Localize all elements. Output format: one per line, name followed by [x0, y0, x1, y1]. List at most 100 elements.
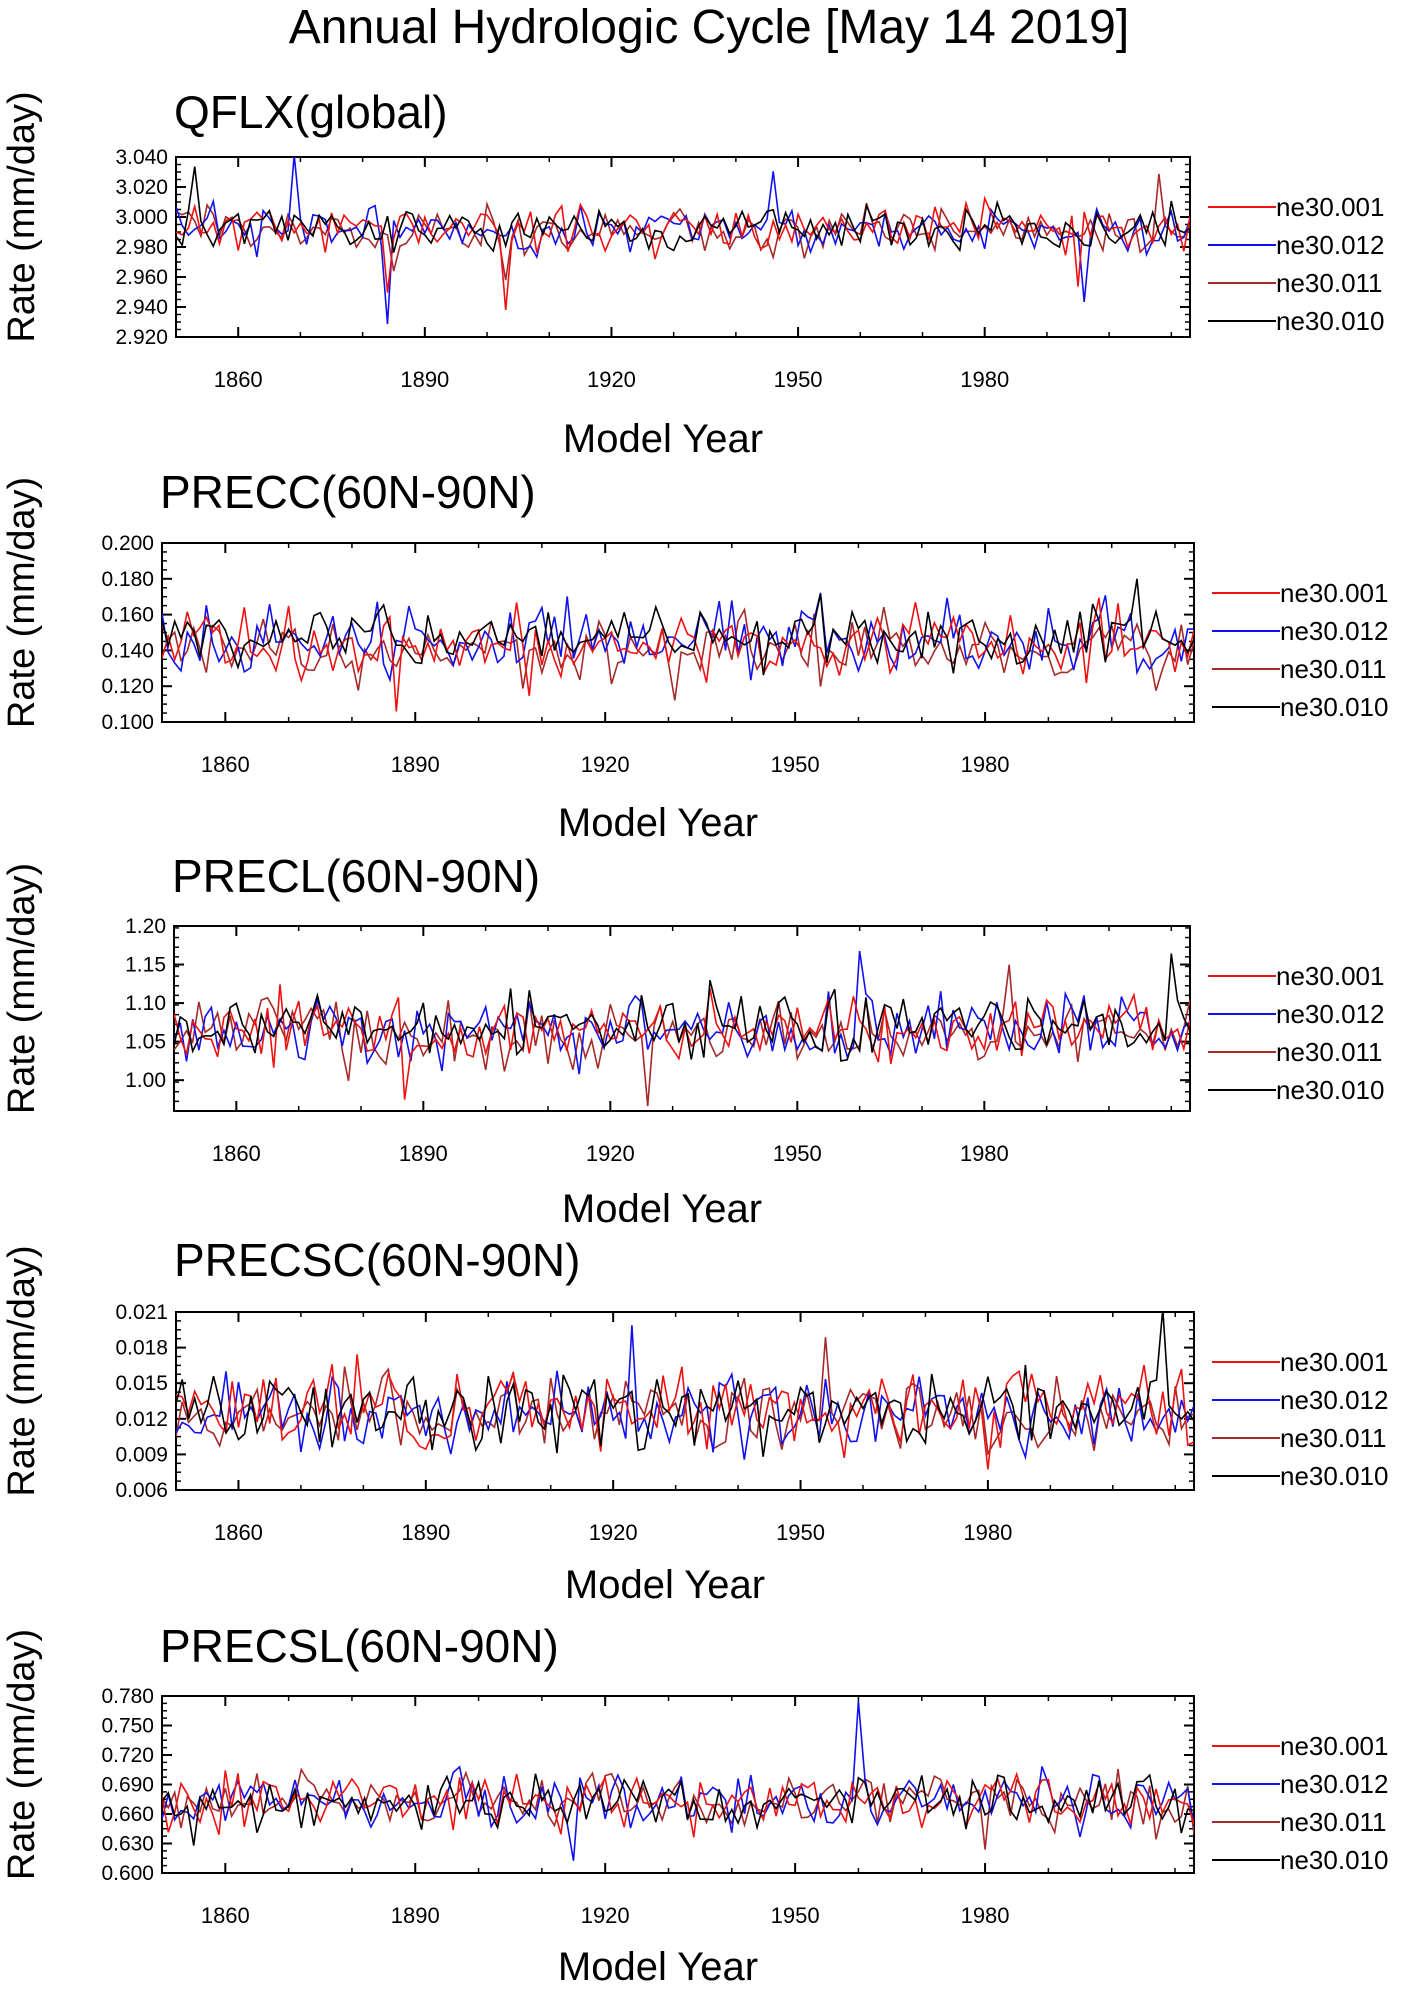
y-tick-label: 0.100 [101, 711, 154, 734]
x-tick-label: 1920 [587, 367, 636, 392]
y-tick-label: 0.780 [101, 1685, 154, 1708]
x-tick-label: 1920 [581, 1903, 630, 1928]
y-axis-label: Rate (mm/day) [1, 477, 43, 728]
y-tick-label: 0.630 [101, 1833, 154, 1856]
legend-label: ne30.012 [1280, 1769, 1388, 1799]
legend-label: ne30.010 [1280, 1845, 1388, 1875]
y-tick-label: 1.00 [125, 1069, 166, 1092]
y-axis-label: Rate (mm/day) [1, 91, 43, 342]
y-tick-label: 2.940 [115, 296, 168, 319]
y-tick-label: 0.750 [101, 1715, 154, 1738]
legend-label: ne30.001 [1276, 192, 1384, 222]
x-tick-label: 1950 [771, 1903, 820, 1928]
series-line-ne30-011 [162, 606, 1194, 701]
x-tick-label: 1860 [201, 1903, 250, 1928]
legend-label: ne30.011 [1276, 268, 1383, 298]
legend-label: ne30.001 [1276, 961, 1384, 991]
series-line-ne30-001 [162, 1770, 1194, 1838]
series-line-ne30-011 [176, 1337, 1194, 1456]
x-tick-label: 1890 [400, 367, 449, 392]
legend-label: ne30.012 [1280, 1385, 1388, 1415]
legend-label: ne30.011 [1280, 654, 1387, 684]
y-tick-label: 1.10 [125, 992, 166, 1015]
x-tick-label: 1890 [399, 1141, 448, 1166]
y-tick-label: 3.020 [115, 176, 168, 199]
legend-label: ne30.011 [1280, 1807, 1387, 1837]
series-line-ne30-012 [162, 1701, 1194, 1861]
legend-label: ne30.010 [1280, 1461, 1388, 1491]
y-tick-label: 1.20 [125, 915, 166, 938]
y-tick-label: 0.006 [115, 1479, 168, 1502]
series-line-ne30-010 [162, 578, 1194, 676]
x-axis-label: Model Year [558, 801, 758, 845]
x-tick-label: 1860 [212, 1141, 261, 1166]
y-tick-label: 0.021 [115, 1301, 168, 1324]
x-tick-label: 1860 [201, 752, 250, 777]
y-tick-label: 0.600 [101, 1862, 154, 1885]
legend-label: ne30.001 [1280, 578, 1388, 608]
legend-label: ne30.010 [1276, 1075, 1384, 1105]
series-line-ne30-010 [162, 1773, 1194, 1846]
legend-label: ne30.001 [1280, 1731, 1388, 1761]
plot-frame [175, 156, 1191, 338]
y-tick-label: 0.200 [101, 532, 154, 555]
plot-frame [173, 925, 1191, 1112]
series-line-ne30-012 [162, 592, 1194, 683]
x-tick-label: 1890 [391, 1903, 440, 1928]
x-tick-label: 1980 [961, 1903, 1010, 1928]
figure-title: Annual Hydrologic Cycle [May 14 2019] [288, 1, 1130, 54]
y-axis-label: Rate (mm/day) [1, 1629, 43, 1880]
series-line-ne30-010 [176, 166, 1190, 253]
y-tick-label: 1.15 [125, 954, 166, 977]
series-line-ne30-001 [174, 984, 1190, 1100]
x-tick-label: 1950 [776, 1520, 825, 1545]
panel-title: PRECL(60N-90N) [172, 850, 540, 902]
y-tick-label: 0.015 [115, 1372, 168, 1395]
legend-label: ne30.001 [1280, 1347, 1388, 1377]
panel-title: PRECSC(60N-90N) [174, 1234, 580, 1286]
legend-label: ne30.010 [1276, 306, 1384, 336]
y-tick-label: 0.009 [115, 1443, 168, 1466]
series-line-ne30-001 [162, 597, 1194, 712]
y-tick-label: 0.690 [101, 1774, 154, 1797]
y-tick-label: 3.040 [115, 146, 168, 169]
x-axis-label: Model Year [558, 1945, 758, 1989]
y-tick-label: 2.980 [115, 236, 168, 259]
series-line-ne30-001 [176, 1354, 1194, 1470]
legend-label: ne30.012 [1276, 999, 1384, 1029]
x-axis-label: Model Year [562, 1187, 762, 1231]
y-tick-label: 1.05 [125, 1031, 166, 1054]
legend-label: ne30.010 [1280, 692, 1388, 722]
x-tick-label: 1920 [589, 1520, 638, 1545]
x-axis-label: Model Year [565, 1563, 765, 1607]
y-tick-label: 0.120 [101, 675, 154, 698]
x-tick-label: 1980 [963, 1520, 1012, 1545]
legend-label: ne30.011 [1280, 1423, 1387, 1453]
x-tick-label: 1950 [774, 367, 823, 392]
x-tick-label: 1890 [391, 752, 440, 777]
x-tick-label: 1980 [960, 367, 1009, 392]
legend-label: ne30.012 [1276, 230, 1384, 260]
series-line-ne30-012 [174, 950, 1190, 1075]
x-tick-label: 1920 [586, 1141, 635, 1166]
x-tick-label: 1950 [773, 1141, 822, 1166]
panel-title: QFLX(global) [174, 86, 448, 138]
y-tick-label: 2.960 [115, 266, 168, 289]
series-line-ne30-010 [176, 1312, 1194, 1457]
panel-title: PRECSL(60N-90N) [160, 1620, 559, 1672]
y-tick-label: 0.180 [101, 568, 154, 591]
x-tick-label: 1980 [961, 752, 1010, 777]
series-line-ne30-001 [176, 195, 1190, 310]
x-tick-label: 1950 [771, 752, 820, 777]
x-tick-label: 1890 [401, 1520, 450, 1545]
y-tick-label: 0.018 [115, 1337, 168, 1360]
y-tick-label: 2.920 [115, 326, 168, 349]
y-axis-label: Rate (mm/day) [1, 1245, 43, 1496]
x-axis-label: Model Year [563, 417, 763, 461]
x-tick-label: 1920 [581, 752, 630, 777]
y-tick-label: 0.160 [101, 604, 154, 627]
y-axis-label: Rate (mm/day) [1, 863, 43, 1114]
legend-label: ne30.011 [1276, 1037, 1383, 1067]
y-tick-label: 0.720 [101, 1744, 154, 1767]
